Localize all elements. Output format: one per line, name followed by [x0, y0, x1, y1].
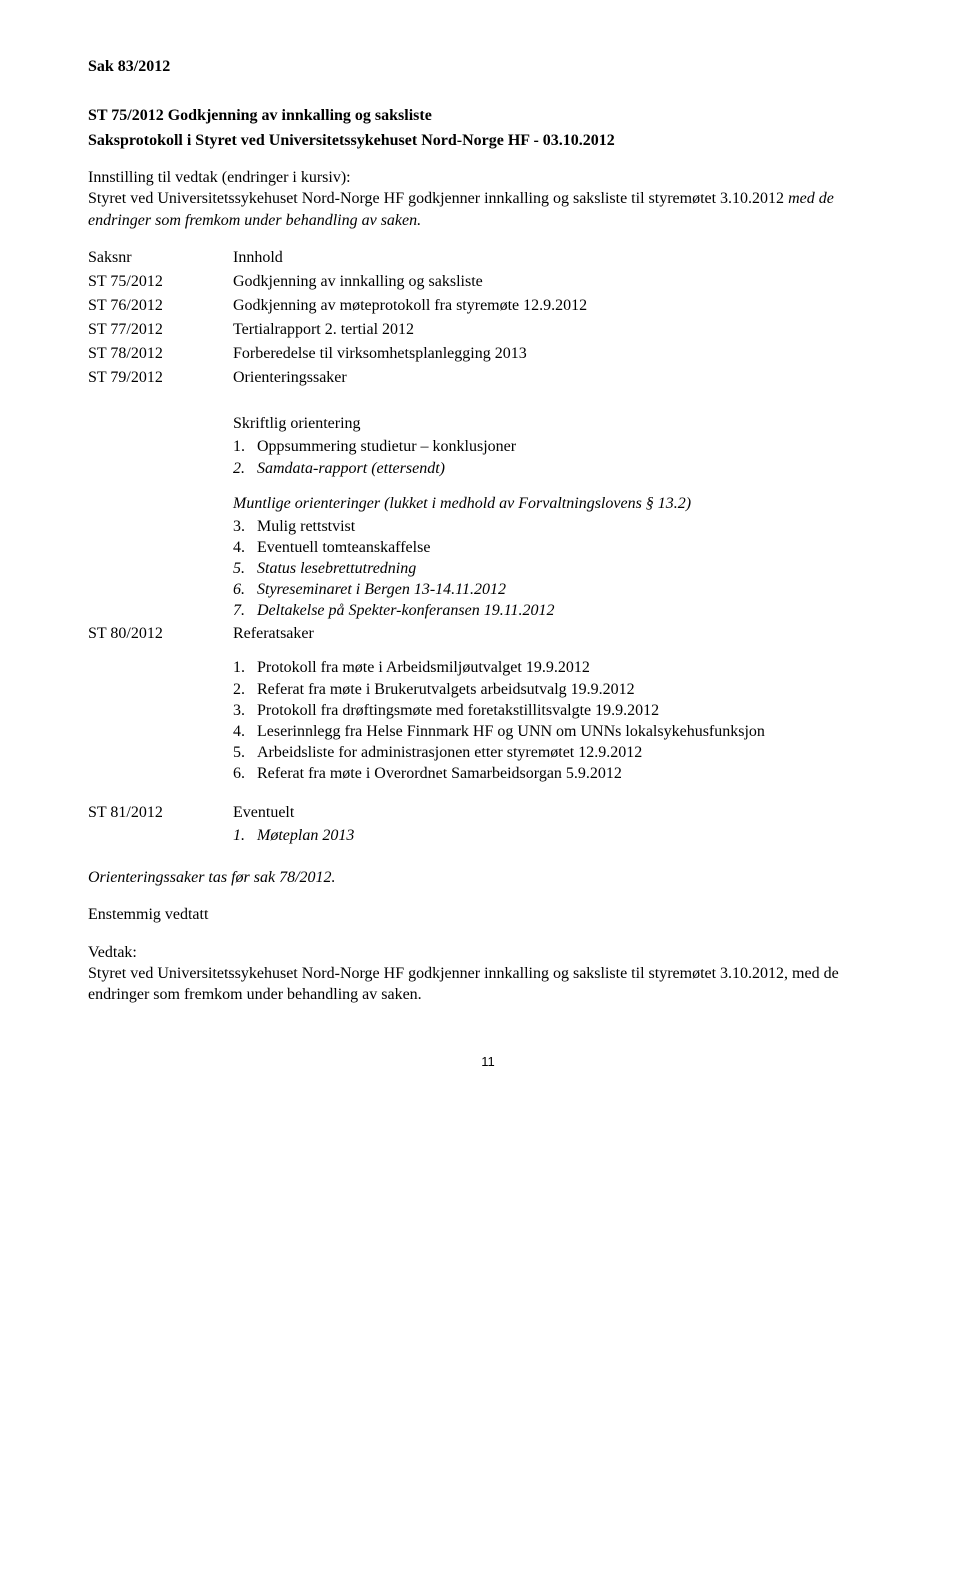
case-reference: Sak 83/2012 [88, 56, 888, 77]
saksnr-cell: ST 81/2012 [88, 802, 233, 849]
saksliste-table: Saksnr Innhold ST 75/2012 Godkjenning av… [88, 247, 888, 392]
list-num: 7. [233, 600, 257, 621]
list-item: 6. Styreseminaret i Bergen 13-14.11.2012 [233, 579, 888, 600]
table-row: ST 76/2012 Godkjenning av møteprotokoll … [88, 295, 888, 319]
saksnr-cell: ST 76/2012 [88, 295, 233, 319]
innhold-cell: Godkjenning av møteprotokoll fra styremø… [233, 295, 888, 319]
col-header-innhold: Innhold [233, 247, 888, 271]
table-row: ST 79/2012 Orienteringssaker [88, 367, 888, 391]
table-row: ST 81/2012 Eventuelt 1. Møteplan 2013 [88, 802, 888, 849]
list-item: 4. Eventuell tomteanskaffelse [233, 537, 888, 558]
table-header-row: Saksnr Innhold [88, 247, 888, 271]
list-num: 1. [233, 436, 257, 457]
innhold-cell: Eventuelt 1. Møteplan 2013 [233, 802, 888, 849]
saksnr-cell: ST 75/2012 [88, 271, 233, 295]
table-row: ST 77/2012 Tertialrapport 2. tertial 201… [88, 319, 888, 343]
list-num: 1. [233, 825, 257, 846]
page-number: 11 [88, 1053, 888, 1070]
innhold-cell: Orienteringssaker [233, 367, 888, 391]
list-num: 5. [233, 742, 257, 763]
eventuelt-list: 1. Møteplan 2013 [233, 825, 888, 846]
innhold-cell: Godkjenning av innkalling og saksliste [233, 271, 888, 295]
list-item: 5. Status lesebrettutredning [233, 558, 888, 579]
list-item: 1. Møteplan 2013 [233, 825, 888, 846]
list-item: 1. Protokoll fra møte i Arbeidsmiljøutva… [233, 657, 888, 678]
eventuelt-label: Eventuelt [233, 804, 294, 821]
orienteringssaker-note: Orienteringssaker tas før sak 78/2012. [88, 867, 888, 888]
list-text: Oppsummering studietur – konklusjoner [257, 436, 516, 457]
vedtak-text: Styret ved Universitetssykehuset Nord-No… [88, 963, 888, 1005]
innhold-cell: Referatsaker [233, 623, 888, 647]
list-num: 3. [233, 700, 257, 721]
doc-title-line2: Saksprotokoll i Styret ved Universitetss… [88, 130, 888, 151]
list-num: 3. [233, 516, 257, 537]
list-text: Samdata-rapport (ettersendt) [257, 458, 445, 479]
innstilling-label: Innstilling til vedtak (endringer i kurs… [88, 169, 351, 186]
muntlige-heading: Muntlige orienteringer (lukket i medhold… [233, 493, 888, 514]
doc-title-line1: ST 75/2012 Godkjenning av innkalling og … [88, 105, 888, 126]
list-num: 4. [233, 537, 257, 558]
list-num: 4. [233, 721, 257, 742]
list-item: 6. Referat fra møte i Overordnet Samarbe… [233, 763, 888, 784]
list-text: Status lesebrettutredning [257, 558, 416, 579]
list-text: Deltakelse på Spekter-konferansen 19.11.… [257, 600, 555, 621]
st81-table: ST 81/2012 Eventuelt 1. Møteplan 2013 [88, 802, 888, 849]
list-item: 4. Leserinnlegg fra Helse Finnmark HF og… [233, 721, 888, 742]
list-item: 7. Deltakelse på Spekter-konferansen 19.… [233, 600, 888, 621]
list-text: Protokoll fra møte i Arbeidsmiljøutvalge… [257, 657, 590, 678]
st80-table: ST 80/2012 Referatsaker [88, 623, 888, 647]
referat-block: 1. Protokoll fra møte i Arbeidsmiljøutva… [233, 657, 888, 784]
list-text: Styreseminaret i Bergen 13-14.11.2012 [257, 579, 506, 600]
innhold-cell: Forberedelse til virksomhetsplanlegging … [233, 343, 888, 367]
innhold-cell: Tertialrapport 2. tertial 2012 [233, 319, 888, 343]
table-row: ST 78/2012 Forberedelse til virksomhetsp… [88, 343, 888, 367]
skriftlig-heading: Skriftlig orientering [233, 413, 888, 434]
vedtak-label: Vedtak: [88, 942, 888, 963]
muntlige-list: 3. Mulig rettstvist 4. Eventuell tomtean… [233, 516, 888, 622]
innstilling-text: Styret ved Universitetssykehuset Nord-No… [88, 190, 784, 207]
list-item: 1. Oppsummering studietur – konklusjoner [233, 436, 888, 457]
list-text: Referat fra møte i Overordnet Samarbeids… [257, 763, 622, 784]
list-item: 3. Protokoll fra drøftingsmøte med foret… [233, 700, 888, 721]
col-header-saksnr: Saksnr [88, 247, 233, 271]
table-row: ST 80/2012 Referatsaker [88, 623, 888, 647]
muntlige-block: Muntlige orienteringer (lukket i medhold… [233, 493, 888, 622]
saksnr-cell: ST 79/2012 [88, 367, 233, 391]
table-row: ST 75/2012 Godkjenning av innkalling og … [88, 271, 888, 295]
list-text: Eventuell tomteanskaffelse [257, 537, 430, 558]
list-num: 5. [233, 558, 257, 579]
list-text: Arbeidsliste for administrasjonen etter … [257, 742, 642, 763]
saksnr-cell: ST 80/2012 [88, 623, 233, 647]
list-text: Møteplan 2013 [257, 825, 354, 846]
saksnr-cell: ST 78/2012 [88, 343, 233, 367]
list-text: Protokoll fra drøftingsmøte med foretaks… [257, 700, 659, 721]
list-text: Leserinnlegg fra Helse Finnmark HF og UN… [257, 721, 765, 742]
list-num: 6. [233, 579, 257, 600]
list-text: Mulig rettstvist [257, 516, 355, 537]
innstilling-paragraph: Innstilling til vedtak (endringer i kurs… [88, 167, 888, 230]
referat-list: 1. Protokoll fra møte i Arbeidsmiljøutva… [233, 657, 888, 784]
list-item: 2. Samdata-rapport (ettersendt) [233, 458, 888, 479]
list-item: 3. Mulig rettstvist [233, 516, 888, 537]
list-num: 2. [233, 458, 257, 479]
list-item: 5. Arbeidsliste for administrasjonen ett… [233, 742, 888, 763]
list-num: 6. [233, 763, 257, 784]
enstemmig-vedtatt: Enstemmig vedtatt [88, 904, 888, 925]
saksnr-cell: ST 77/2012 [88, 319, 233, 343]
skriftlig-block: Skriftlig orientering 1. Oppsummering st… [233, 413, 888, 478]
skriftlig-list: 1. Oppsummering studietur – konklusjoner… [233, 436, 888, 478]
list-num: 2. [233, 679, 257, 700]
list-item: 2. Referat fra møte i Brukerutvalgets ar… [233, 679, 888, 700]
vedtak-block: Vedtak: Styret ved Universitetssykehuset… [88, 942, 888, 1005]
list-num: 1. [233, 657, 257, 678]
list-text: Referat fra møte i Brukerutvalgets arbei… [257, 679, 635, 700]
